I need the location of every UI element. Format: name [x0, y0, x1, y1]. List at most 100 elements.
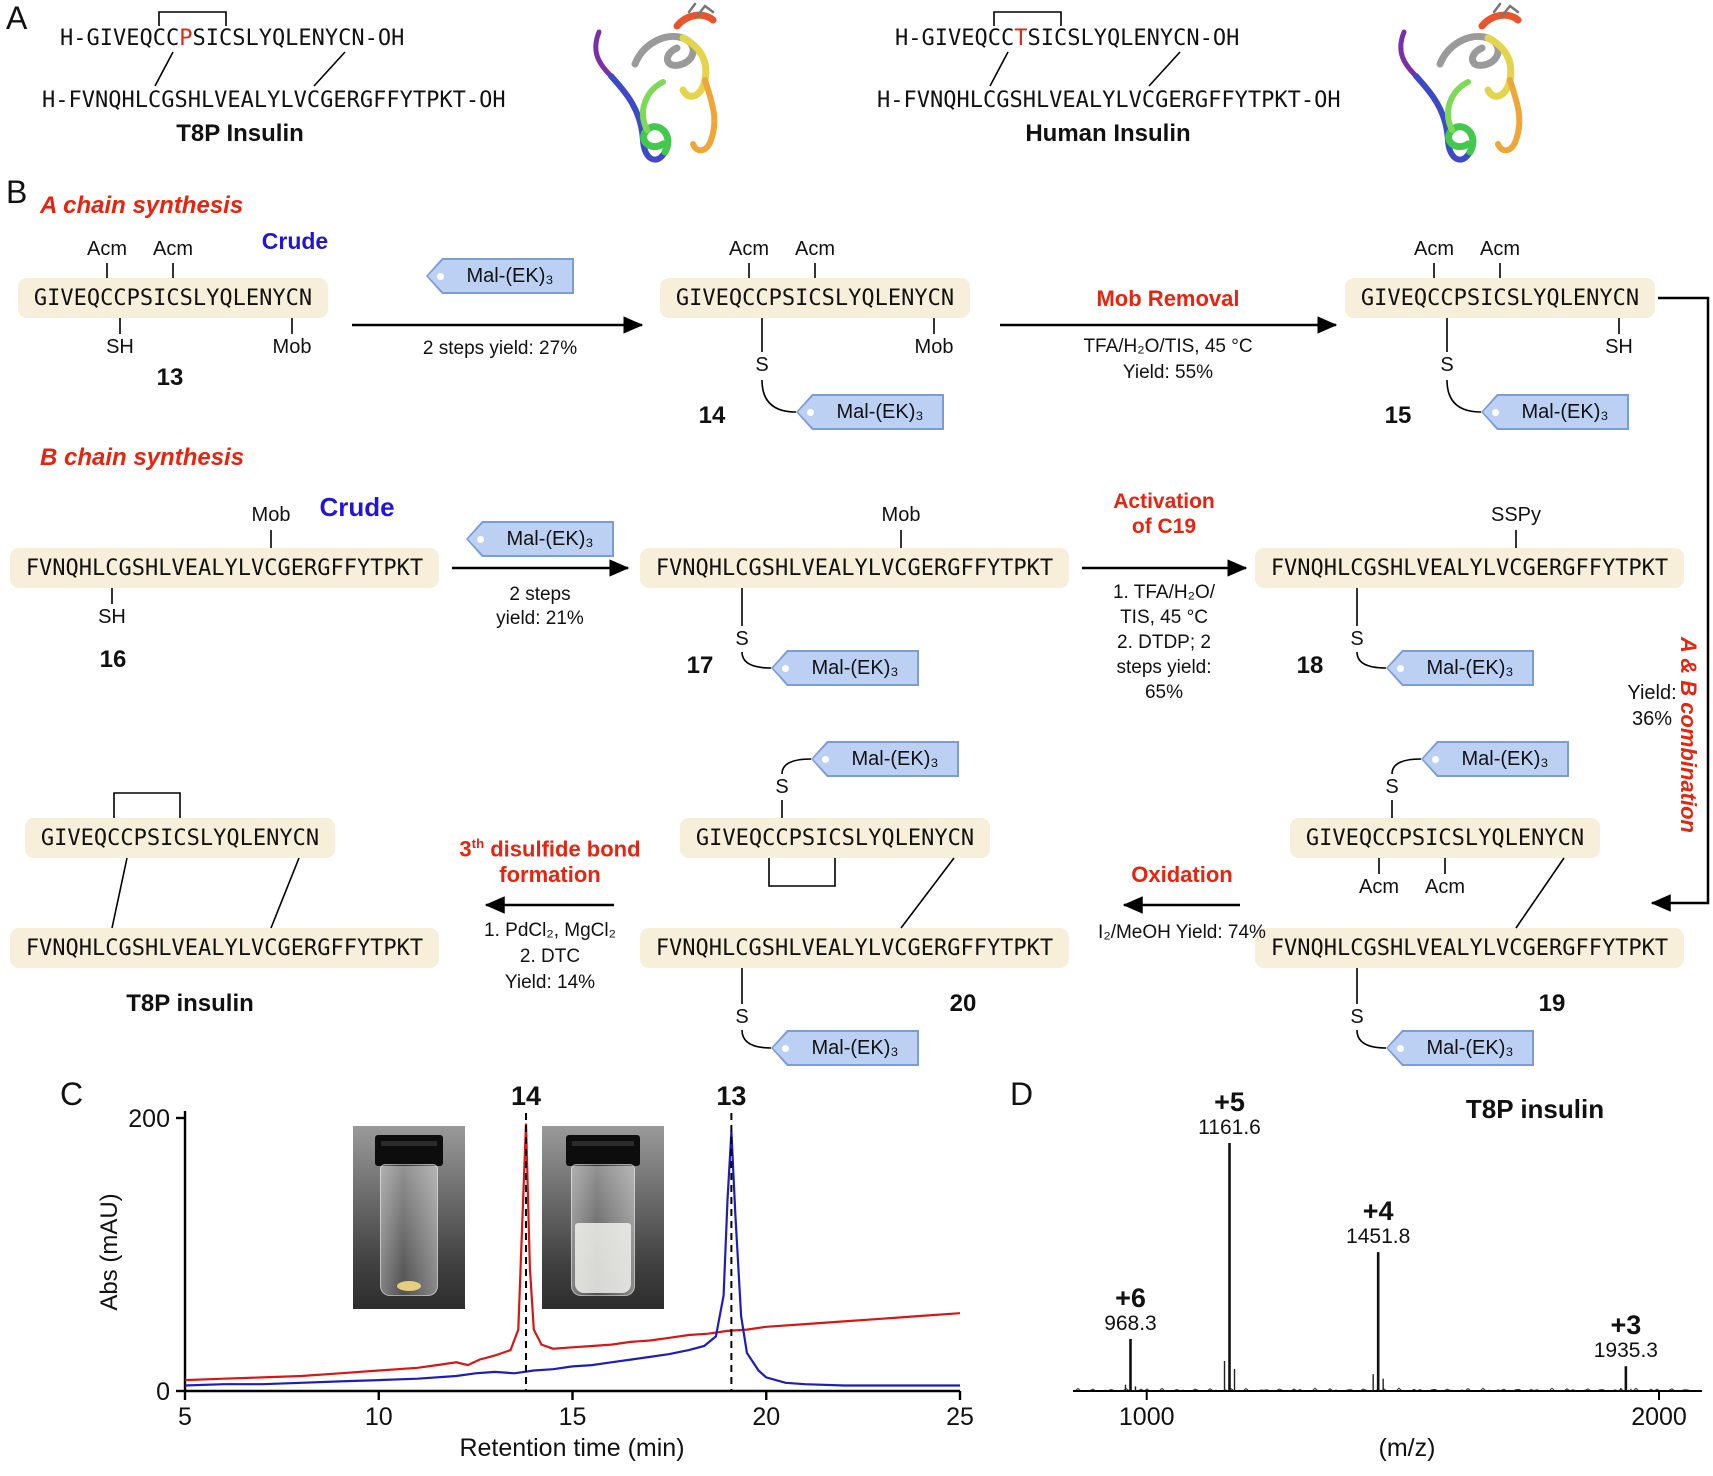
- activation-title-2: of C19: [1131, 515, 1197, 538]
- crude-label-13: Crude: [261, 228, 329, 254]
- tag-shape-inner: [798, 396, 942, 428]
- tag-shape-inner: [428, 260, 572, 292]
- compound-16-sequence-box: FVNQHLCGSHLVEALYLVCGERGFFYTPKT: [10, 548, 439, 588]
- acm-label: Acm: [729, 238, 769, 260]
- acm-label: Acm: [1414, 238, 1454, 260]
- b-chain-synthesis-title: B chain synthesis: [40, 444, 245, 471]
- mal-ek3-tag: Mal-(EK)₃: [771, 650, 919, 686]
- mob-label: Mob: [881, 504, 921, 526]
- svg-text:200: 200: [128, 1105, 170, 1133]
- compound-19-a-chain-box: GIVEQCCPSICSLYQLENYCN: [1290, 818, 1600, 858]
- hplc-x-axis-label: Retention time (min): [459, 1434, 685, 1462]
- tag-label: Mal-(EK)₃: [466, 264, 554, 287]
- mal-ek3-tag: Mal-(EK)₃: [1386, 1030, 1534, 1066]
- vial-cap: [375, 1135, 443, 1167]
- mal-ek3-tag: Mal-(EK)₃: [811, 741, 959, 777]
- tag-hole-icon: [782, 1044, 789, 1052]
- panel-d-label: D: [1010, 1076, 1034, 1112]
- mob-label: Mob: [272, 336, 312, 358]
- tag-label: Mal-(EK)₃: [1521, 400, 1609, 423]
- compound-15-sequence-box: GIVEQCCPSICSLYQLENYCN: [1345, 278, 1655, 318]
- disulfide3-ordinal: th: [471, 836, 485, 851]
- step4-cond-5: 65%: [1144, 682, 1184, 703]
- tag-label: Mal-(EK)₃: [811, 1036, 899, 1059]
- svg-text:968.3: 968.3: [1104, 1312, 1157, 1335]
- svg-text:20: 20: [752, 1403, 780, 1431]
- t8p-a-pre: H-GIVEQCC: [60, 26, 180, 51]
- compound-20-number: 20: [949, 990, 977, 1017]
- tag-hole-icon: [822, 755, 829, 763]
- t8p-b-chain-sequence: H-FVNQHLCGSHLVEALYLVCGERGFFYTPKT-OH: [42, 88, 506, 113]
- step2-yield: Yield: 55%: [1122, 362, 1214, 383]
- compound-17-number: 17: [686, 652, 714, 679]
- human-insulin-name: Human Insulin: [1025, 120, 1191, 147]
- c20-links: [741, 758, 955, 1049]
- mob-label: Mob: [914, 336, 954, 358]
- ribbon-paths: [1398, 2, 1523, 163]
- final-product-name: T8P insulin: [126, 990, 254, 1017]
- tag-hole-icon: [1492, 408, 1499, 416]
- a-b-combination-title: A & B combination: [1676, 637, 1701, 833]
- tag-shape-inner: [773, 652, 917, 684]
- final-links: [111, 792, 300, 929]
- ms-x-axis-label: (m/z): [1378, 1434, 1436, 1462]
- sh-label: SH: [1605, 336, 1633, 358]
- human-b-chain-sequence: H-FVNQHLCGSHLVEALYLVCGERGFFYTPKT-OH: [877, 88, 1341, 113]
- t8p-ribbon-structure: [593, 2, 718, 163]
- svg-text:25: 25: [946, 1403, 974, 1431]
- tag-shape-inner: [1483, 396, 1627, 428]
- human-a-pre: H-GIVEQCC: [895, 26, 1015, 51]
- compound-19-number: 19: [1538, 990, 1566, 1017]
- svg-text:1161.6: 1161.6: [1198, 1116, 1261, 1139]
- step2-conditions: TFA/H₂O/TIS, 45 °C: [1083, 336, 1253, 357]
- acm-label: Acm: [1425, 876, 1465, 898]
- vial-glass: [571, 1164, 635, 1297]
- svg-text:+5: +5: [1214, 1087, 1245, 1117]
- step4-cond-4: steps yield:: [1116, 657, 1212, 678]
- vial-photo-compound-13: [542, 1126, 664, 1309]
- panel-a-label: A: [6, 0, 28, 36]
- compound-20-a-chain-box: GIVEQCCPSICSLYQLENYCN: [680, 818, 990, 858]
- t8p-insulin-name: T8P Insulin: [176, 120, 304, 147]
- tag-hole-icon: [807, 408, 814, 416]
- s-label: S: [735, 628, 749, 650]
- compound-15-number: 15: [1384, 402, 1412, 429]
- tag-label: Mal-(EK)₃: [851, 747, 939, 770]
- tag-shape-inner: [813, 743, 957, 775]
- svg-text:5: 5: [178, 1403, 192, 1431]
- s-label: S: [1350, 1006, 1364, 1028]
- acm-label: Acm: [1480, 238, 1520, 260]
- tag-hole-icon: [782, 664, 789, 672]
- hplc-chromatogram: 5 10 15 20 25 0 200 14 13: [128, 1083, 974, 1431]
- cloudy-suspension: [574, 1222, 632, 1293]
- ms-title: T8P insulin: [1465, 1094, 1605, 1124]
- tag-hole-icon: [1397, 664, 1404, 672]
- tag-hole-icon: [477, 535, 484, 543]
- human-a-post: SICSLYQLENYCN-OH: [1027, 26, 1240, 51]
- disulfide3-number: 3: [459, 836, 472, 862]
- step3-text-1: 2 steps: [509, 584, 571, 605]
- panel-b-label: B: [6, 174, 28, 210]
- final-b-chain-box: FVNQHLCGSHLVEALYLVCGERGFFYTPKT: [10, 928, 439, 968]
- vial-glass: [379, 1164, 439, 1297]
- tag-shape-inner: [468, 523, 612, 555]
- disulfide3-title-2: formation: [499, 862, 601, 887]
- tag-hole-icon: [1397, 1044, 1404, 1052]
- acm-label: Acm: [87, 238, 127, 260]
- s-label: S: [755, 354, 769, 376]
- mal-ek3-tag: Mal-(EK)₃: [426, 258, 574, 294]
- tag-shape-inner: [1388, 652, 1532, 684]
- compound-18-number: 18: [1296, 652, 1324, 679]
- vial-photo-compound-14: [353, 1126, 465, 1309]
- tag-shape-inner: [773, 1032, 917, 1064]
- compound-13-sequence-box: GIVEQCCPSICSLYQLENYCN: [18, 278, 328, 318]
- s-label: S: [1385, 776, 1399, 798]
- human-ribbon-structure: [1398, 2, 1523, 163]
- svg-text:+4: +4: [1363, 1196, 1394, 1226]
- mal-ek3-tag: Mal-(EK)₃: [1481, 394, 1629, 430]
- compound-14-number: 14: [698, 402, 726, 429]
- svg-text:+3: +3: [1610, 1310, 1641, 1340]
- compound-19-b-chain-box: FVNQHLCGSHLVEALYLVCGERGFFYTPKT: [1255, 928, 1684, 968]
- tag-shape-inner: [1388, 1032, 1532, 1064]
